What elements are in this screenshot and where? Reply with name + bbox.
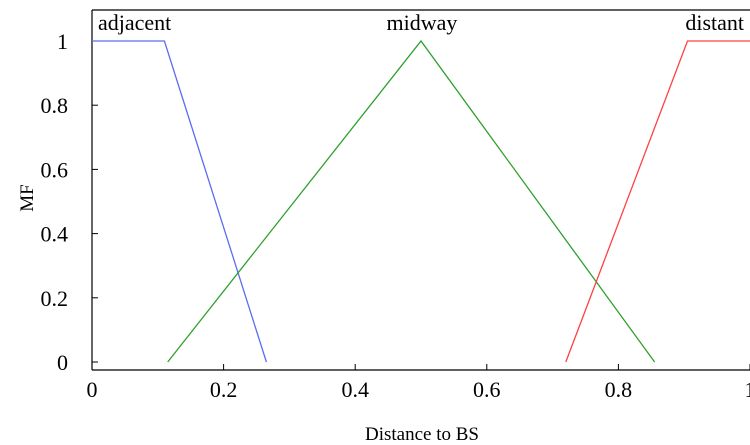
series-label-distant: distant [685, 10, 744, 35]
x-tick-label: 0.2 [210, 377, 238, 402]
x-tick-label: 1 [745, 377, 750, 402]
y-tick-label: 0 [57, 350, 68, 375]
y-axis-label: MF [17, 184, 38, 211]
series-label-midway: midway [387, 10, 458, 35]
y-tick-label: 0.8 [41, 93, 69, 118]
x-tick-label: 0.8 [605, 377, 633, 402]
series-line-midway [167, 39, 656, 363]
y-axis-ticks: 0 0.2 0.4 0.6 0.8 1 [41, 29, 98, 375]
y-tick-label: 1 [57, 29, 68, 54]
y-tick-label: 0.2 [41, 286, 69, 311]
series-line-distant [565, 40, 750, 363]
y-tick-label: 0.6 [41, 157, 69, 182]
y-tick-label: 0.4 [41, 222, 69, 247]
series-layer [92, 39, 750, 363]
x-axis-ticks: 0 0.2 0.4 0.6 0.8 1 [87, 364, 750, 402]
plot-axes [91, 9, 750, 371]
series-line-adjacent [92, 40, 268, 363]
series-label-adjacent: adjacent [98, 10, 171, 35]
x-tick-label: 0 [87, 377, 98, 402]
series-labels: adjacent midway distant [98, 10, 744, 35]
x-tick-label: 0.4 [341, 377, 369, 402]
x-tick-label: 0.6 [473, 377, 501, 402]
x-axis-label: Distance to BS [365, 424, 479, 445]
